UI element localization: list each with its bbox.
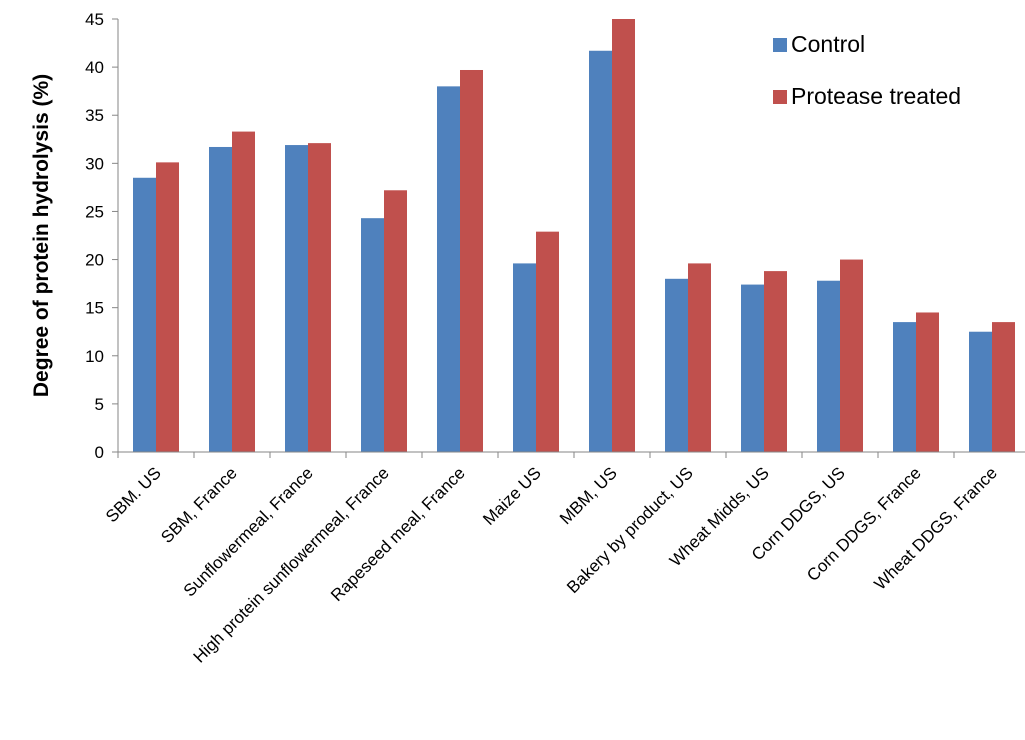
y-tick-label: 35 <box>85 106 104 125</box>
y-tick-label: 25 <box>85 202 104 221</box>
x-tick-label: Wheat DDGS, France <box>870 463 1000 593</box>
y-tick-label: 10 <box>85 347 104 366</box>
x-tick-label: SBM. US <box>102 463 165 526</box>
bar-protease-treated <box>764 271 787 452</box>
bar-protease-treated <box>840 259 863 452</box>
bar-control <box>513 263 536 452</box>
y-tick-label: 40 <box>85 58 104 77</box>
bar-control <box>589 50 612 453</box>
bar-control <box>285 145 308 452</box>
bar-control <box>665 278 688 452</box>
legend-swatch-control <box>773 38 787 52</box>
bar-control <box>133 177 156 452</box>
y-tick-label: 0 <box>95 443 104 462</box>
bar-protease-treated <box>384 190 407 452</box>
bar-protease-treated <box>916 312 939 452</box>
y-tick-label: 45 <box>85 10 104 29</box>
bar-control <box>969 331 992 452</box>
bar-protease-treated <box>536 231 559 452</box>
legend-label-control: Control <box>791 31 865 57</box>
y-tick-label: 30 <box>85 154 104 173</box>
bar-control <box>893 322 916 452</box>
legend-label-protease-treated: Protease treated <box>791 83 961 109</box>
y-tick-label: 20 <box>85 251 104 270</box>
bar-protease-treated <box>460 69 483 453</box>
bar-protease-treated <box>232 131 255 452</box>
bar-protease-treated <box>688 263 711 452</box>
x-tick-label: Sunflowermeal, France <box>180 463 317 600</box>
legend: Control Protease treated <box>773 31 961 109</box>
bar-protease-treated <box>612 19 635 452</box>
x-tick-label: SBM, France <box>157 463 241 547</box>
legend-swatch-protease-treated <box>773 90 787 104</box>
bar-control <box>361 218 384 452</box>
bar-protease-treated <box>308 143 331 453</box>
y-ticks-group: 0 5 10 15 20 25 30 35 40 45 <box>85 10 118 462</box>
bar-control <box>741 284 764 452</box>
bar-control <box>437 86 460 452</box>
x-tick-label: Bakery by product, US <box>563 463 697 597</box>
x-tick-label: Rapeseed meal, France <box>327 463 469 605</box>
y-axis-label: Degree of protein hydrolysis (%) <box>30 74 53 397</box>
bars-group <box>133 19 1015 453</box>
y-tick-label: 5 <box>95 395 104 414</box>
bar-protease-treated <box>156 162 179 453</box>
y-tick-label: 15 <box>85 299 104 318</box>
x-tick-label: Maize US <box>479 463 545 529</box>
x-tick-label: MBM, US <box>556 463 621 528</box>
bar-protease-treated <box>992 322 1015 452</box>
bar-control <box>817 280 840 452</box>
bar-control <box>209 146 232 452</box>
